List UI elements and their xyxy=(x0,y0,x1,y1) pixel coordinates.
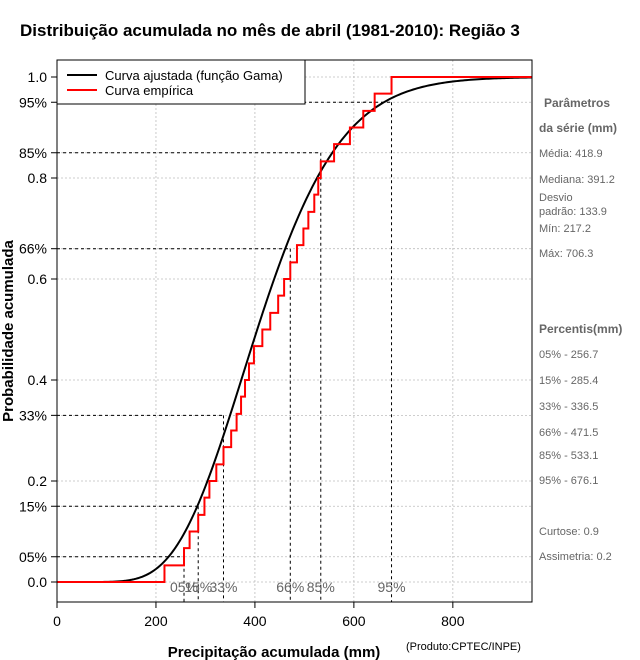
params-title-line1: Parâmetros xyxy=(544,96,610,110)
y-tick-label: 85% xyxy=(19,145,47,161)
stat-median: Mediana: 391.2 xyxy=(539,174,615,186)
x-tick-label: 800 xyxy=(441,613,465,629)
stat-p85: 85% - 533.1 xyxy=(539,450,598,462)
params-title-line2: da série (mm) xyxy=(539,121,617,135)
y-tick-label: 0.8 xyxy=(28,170,48,186)
y-tick-label: 0.4 xyxy=(28,372,48,388)
y-tick-label: 0.6 xyxy=(28,271,48,287)
x-tick-label: 200 xyxy=(144,613,168,629)
y-tick-label: 05% xyxy=(19,549,47,565)
stat-p33: 33% - 336.5 xyxy=(539,401,598,413)
percentile-axis-label: 85% xyxy=(307,579,335,595)
stat-kurtosis: Curtose: 0.9 xyxy=(539,526,599,538)
chart-title: Distribuição acumulada no mês de abril (… xyxy=(20,21,520,40)
percentile-axis-label: 05% xyxy=(170,579,198,595)
stat-p15: 15% - 285.4 xyxy=(539,375,598,387)
x-tick-label: 0 xyxy=(53,613,61,629)
stat-p05: 05% - 256.7 xyxy=(539,349,598,361)
percentile-reference-lines: 05%15%33% 66% 85% 95% xyxy=(57,101,406,602)
y-tick-label: 1.0 xyxy=(28,69,48,85)
percentile-axis-label: 66% xyxy=(276,579,304,595)
stat-p95: 95% - 676.1 xyxy=(539,475,598,487)
percentile-axis-label: 95% xyxy=(378,579,406,595)
y-tick-label: 0.0 xyxy=(28,574,48,590)
fitted-gamma-curve xyxy=(57,76,533,583)
statistics-panel: Parâmetros da série (mm) Média: 418.9 Me… xyxy=(539,96,622,563)
percentiles-title: Percentis(mm) xyxy=(539,322,622,336)
percentile-axis-label: 33% xyxy=(209,579,237,595)
y-tick-label: 33% xyxy=(19,407,47,423)
empirical-step-curve xyxy=(57,76,532,583)
series-layer xyxy=(57,76,533,583)
plot-frame xyxy=(56,59,533,603)
legend-label-fitted: Curva ajustada (função Gama) xyxy=(105,68,283,83)
y-tick-label: 95% xyxy=(19,94,47,110)
stat-sd-line2: padrão: 133.9 xyxy=(539,206,607,218)
x-tick-label: 600 xyxy=(342,613,366,629)
stat-max: Máx: 706.3 xyxy=(539,248,593,260)
y-tick-label: 0.2 xyxy=(28,473,48,489)
stat-mean: Média: 418.9 xyxy=(539,148,603,160)
credit-text: (Produto:CPTEC/INPE) xyxy=(406,641,521,653)
legend-label-empirical: Curva empírica xyxy=(105,83,194,98)
axis-ticks: 0 200 400 600 800 1.0 95% 85% 0.8 66% 0.6 0.4 33% 0.2… xyxy=(19,69,465,629)
stat-sd-line1: Desvio xyxy=(539,192,573,204)
legend-box xyxy=(56,59,306,105)
x-tick-label: 400 xyxy=(243,613,267,629)
legend: Curva ajustada (função Gama) Curva empír… xyxy=(56,59,306,105)
stat-skewness: Assimetria: 0.2 xyxy=(539,551,612,563)
x-axis-label: Precipitação acumulada (mm) xyxy=(168,644,381,660)
y-tick-label: 66% xyxy=(19,241,47,257)
percentile-axis-label: 15% xyxy=(184,579,212,595)
grid-lines xyxy=(56,60,532,602)
y-axis-label: Probabilidade acumulada xyxy=(0,239,17,421)
stat-p66: 66% - 471.5 xyxy=(539,427,598,439)
stat-min: Mín: 217.2 xyxy=(539,223,591,235)
y-tick-label: 15% xyxy=(19,498,47,514)
